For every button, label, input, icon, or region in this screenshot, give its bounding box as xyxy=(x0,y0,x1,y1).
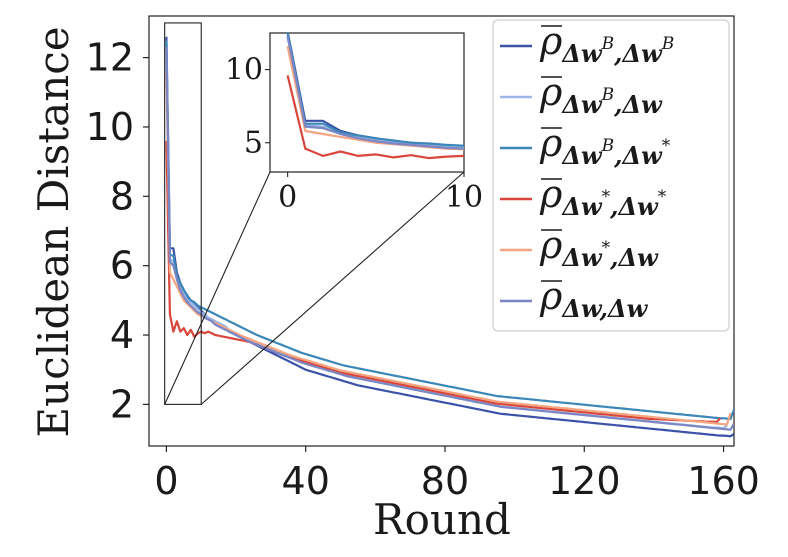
y-tick-label: 2 xyxy=(110,382,134,426)
legend-label: ρΔwB,Δw* xyxy=(539,121,671,170)
x-tick-label: 40 xyxy=(282,459,330,503)
series-5-inset-line xyxy=(286,35,464,150)
legend-label: ρΔw*,Δw xyxy=(539,223,659,272)
x-tick-label: 0 xyxy=(154,459,178,503)
x-axis: 0 40 80 120 160 xyxy=(154,446,760,503)
zoom-connector xyxy=(164,171,271,405)
series-2-inset-line xyxy=(286,33,464,147)
legend-item: ρΔw*,Δw xyxy=(500,223,659,272)
y-tick-label: 12 xyxy=(86,36,134,80)
inset-series xyxy=(286,33,464,160)
legend-item: ρΔwB,Δw* xyxy=(500,121,671,170)
y-tick-label: 4 xyxy=(110,313,134,357)
y-axis: 2 4 6 8 10 12 xyxy=(86,36,149,426)
x-tick-label: 80 xyxy=(421,459,469,503)
legend-label: ρΔw*,Δw* xyxy=(539,172,667,221)
series-3-inset-line xyxy=(286,75,464,160)
legend: ρΔwB,ΔwBρΔwB,ΔwρΔwB,Δw*ρΔw*,Δw*ρΔw*,ΔwρΔ… xyxy=(492,19,730,332)
inset-x-tick-label: 10 xyxy=(445,180,483,215)
y-tick-label: 6 xyxy=(110,244,134,288)
y-axis-title: Euclidean Distance xyxy=(29,26,78,437)
zoom-connector xyxy=(200,171,465,405)
legend-label: ρΔwB,Δw xyxy=(539,70,663,119)
inset-y-tick-label: 10 xyxy=(225,53,263,88)
series-5-line xyxy=(165,47,734,431)
series-1-inset-line xyxy=(286,37,464,149)
inset-y-tick-label: 5 xyxy=(244,126,263,161)
zoom-indicator xyxy=(164,22,465,405)
inset-axes: 0 10 5 10 xyxy=(225,53,483,215)
legend-item: ρΔwB,ΔwB xyxy=(500,19,674,68)
inset-x-tick-label: 0 xyxy=(278,180,297,215)
x-tick-label: 120 xyxy=(548,459,621,503)
legend-item: ρΔw,Δw xyxy=(500,274,649,323)
legend-box xyxy=(492,19,730,332)
x-axis-title: Round xyxy=(373,495,511,544)
y-tick-label: 8 xyxy=(110,174,134,218)
series-4-line xyxy=(165,71,732,426)
main-series xyxy=(165,36,734,438)
zoom-box xyxy=(164,22,202,405)
legend-label: ρΔw,Δw xyxy=(539,274,649,323)
legend-item: ρΔwB,Δw xyxy=(500,70,663,119)
x-tick-label: 160 xyxy=(687,459,760,503)
legend-label: ρΔwB,ΔwB xyxy=(539,19,674,68)
series-2-line xyxy=(165,40,734,421)
y-tick-label: 10 xyxy=(86,105,134,149)
legend-item: ρΔw*,Δw* xyxy=(500,172,667,221)
